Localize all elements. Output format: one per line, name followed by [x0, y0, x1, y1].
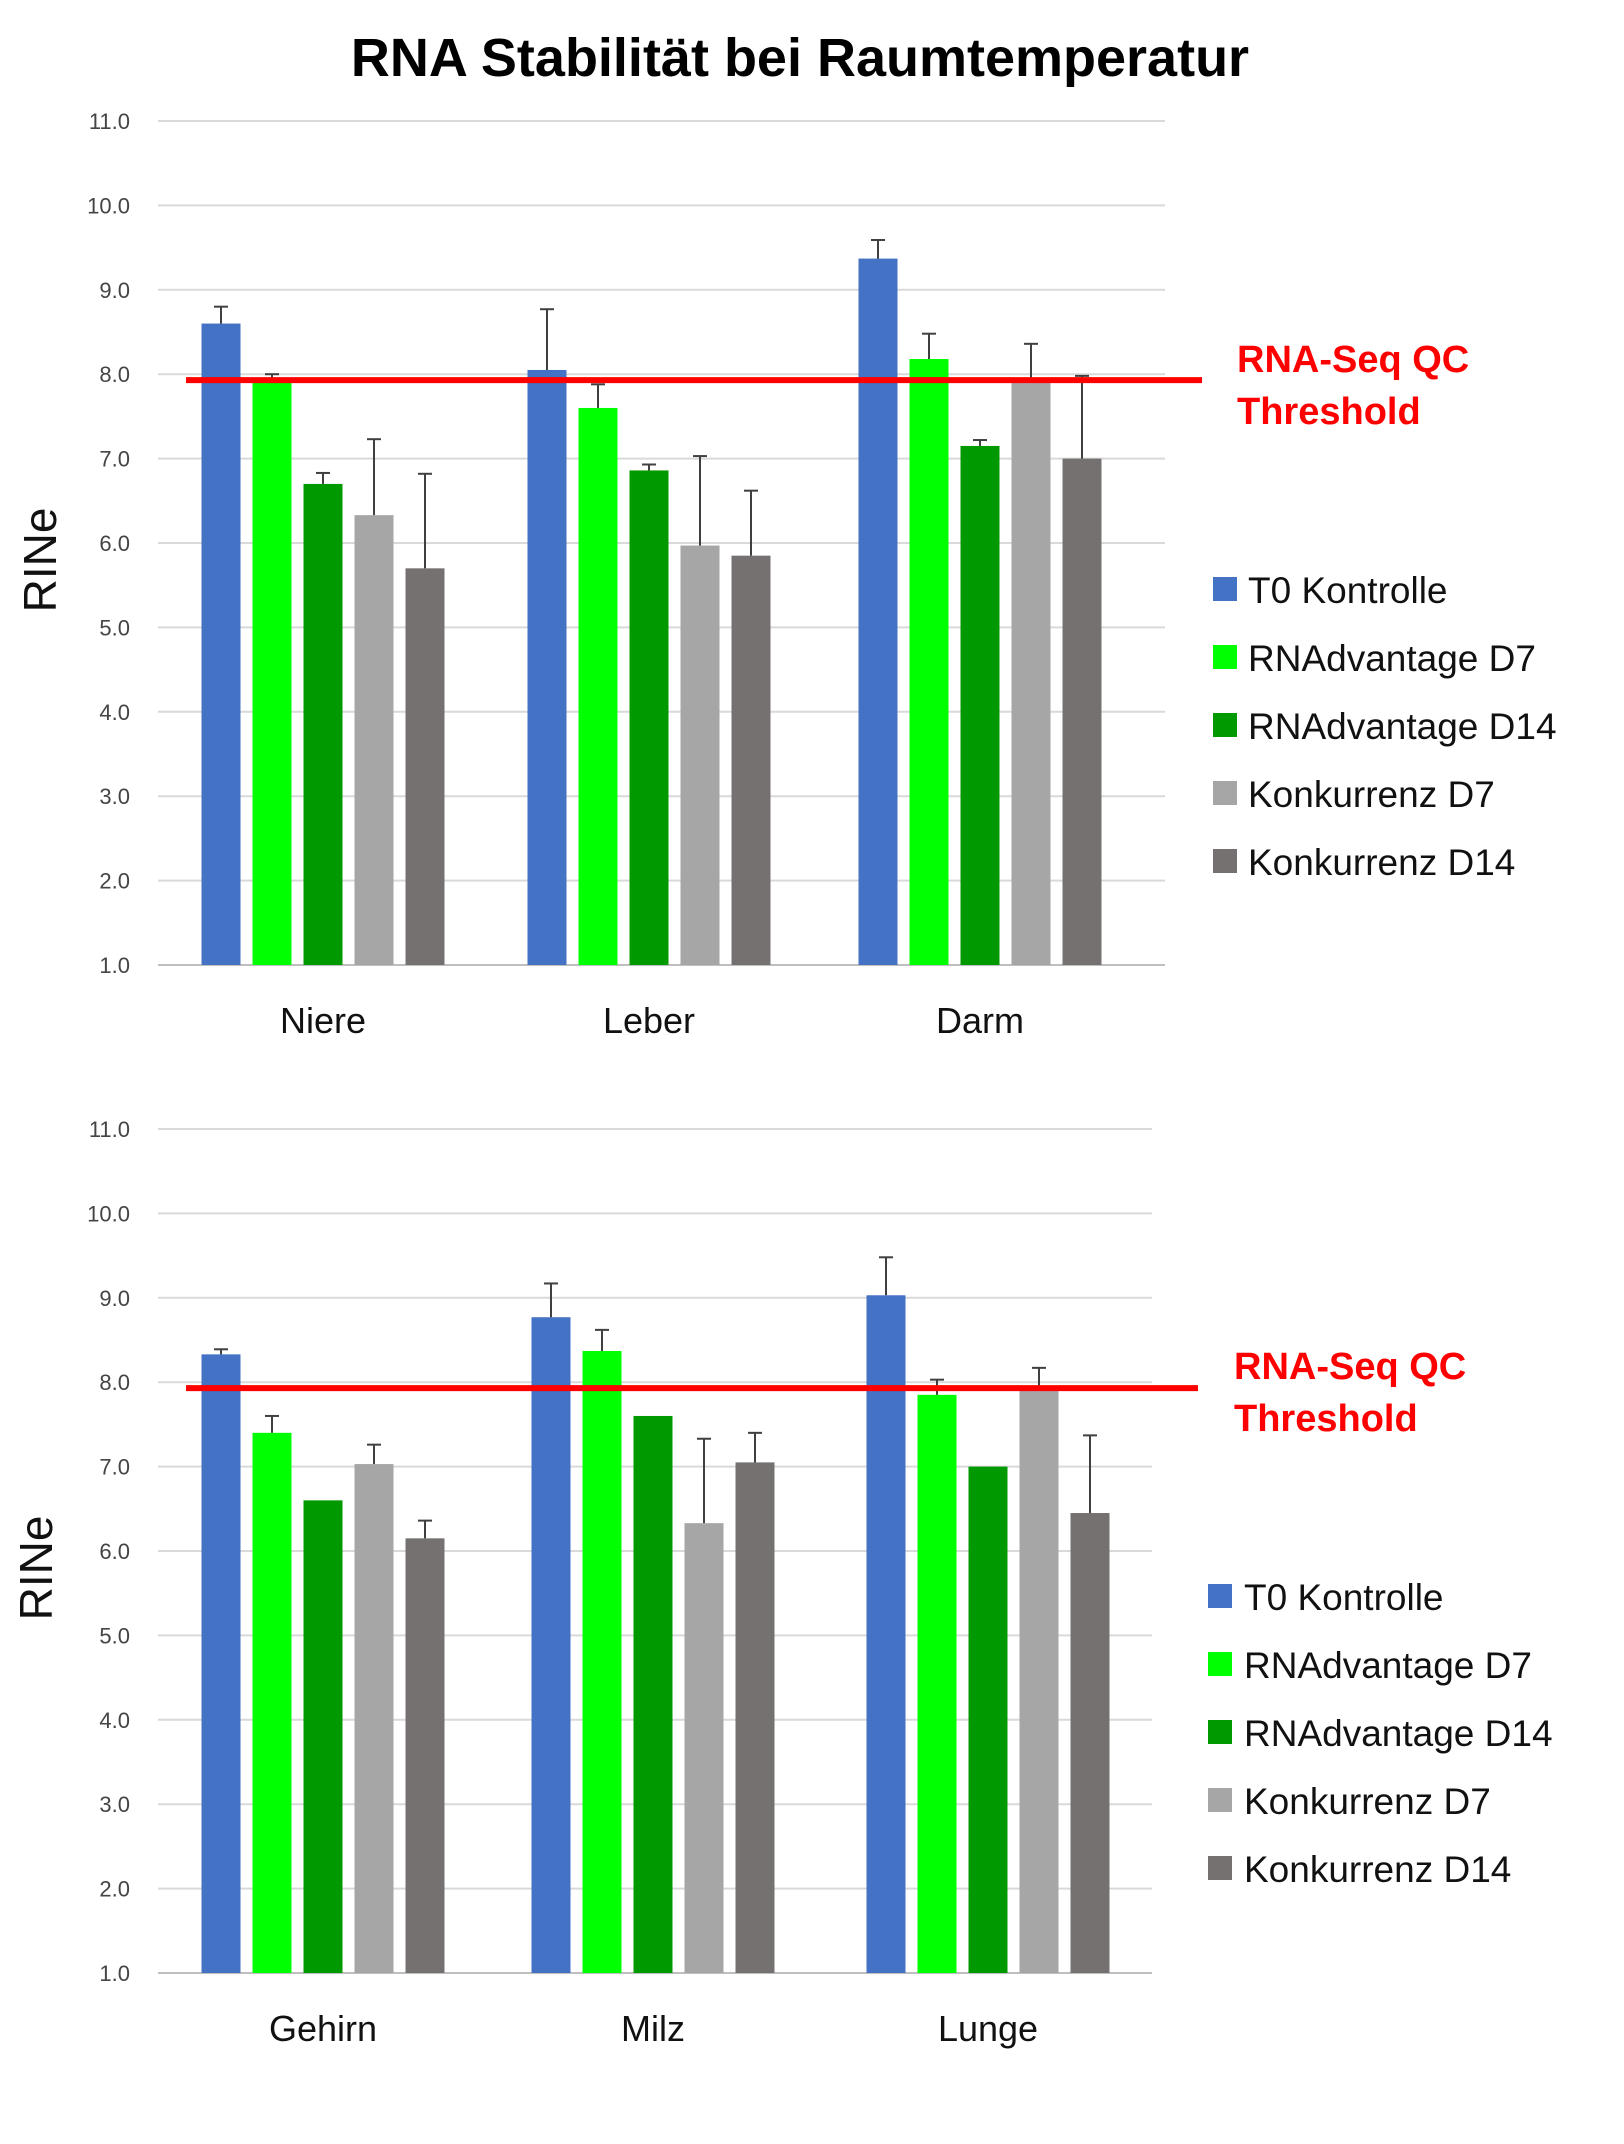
- chart-bottom: 1.0 2.0 3.0 4.0 5.0 6.0 7.0 8.0 9.0 10.0 11.0 RINe G…: [10, 1117, 1553, 2049]
- bar-milz-1: [582, 1350, 622, 1973]
- y-tick-label: 10.0: [87, 193, 130, 218]
- bar-lunge-3: [1019, 1390, 1059, 1973]
- y-tick-label: 5.0: [99, 1623, 130, 1648]
- legend-swatch: [1208, 1652, 1232, 1676]
- bar-niere-3: [354, 515, 394, 965]
- chart-top: 1.0 2.0 3.0 4.0 5.0 6.0 7.0 8.0 9.0 10.0 11.0 RINe N…: [14, 109, 1557, 1041]
- y-tick-label: 4.0: [99, 700, 130, 725]
- legend-swatch: [1213, 849, 1237, 873]
- category-label: Leber: [603, 1000, 695, 1041]
- bar-gehirn-1: [252, 1432, 292, 1973]
- bar-darm-4: [1062, 458, 1102, 965]
- legend-label: RNAdvantage D7: [1244, 1645, 1532, 1686]
- legend-swatch: [1208, 1720, 1232, 1744]
- legend-swatch: [1208, 1584, 1232, 1608]
- bar-lunge-0: [866, 1295, 906, 1973]
- legend-label: RNAdvantage D14: [1244, 1713, 1553, 1754]
- legend-label: T0 Kontrolle: [1248, 570, 1448, 611]
- bar-lunge-2: [968, 1466, 1008, 1973]
- bar-niere-2: [303, 483, 343, 965]
- y-tick-label: 4.0: [99, 1708, 130, 1733]
- legend-label: RNAdvantage D7: [1248, 638, 1536, 679]
- threshold-label-line1: RNA-Seq QC: [1237, 339, 1469, 381]
- legend-label: Konkurrenz D7: [1248, 774, 1495, 815]
- bar-niere-0: [201, 323, 241, 965]
- threshold-label-line1: RNA-Seq QC: [1234, 1346, 1466, 1388]
- bar-gehirn-2: [303, 1500, 343, 1973]
- y-axis-label: RINe: [14, 508, 66, 613]
- y-tick-label: 6.0: [99, 531, 130, 556]
- bar-lunge-1: [917, 1394, 957, 1973]
- legend-label: T0 Kontrolle: [1244, 1577, 1444, 1618]
- legend-swatch: [1213, 713, 1237, 737]
- legend-swatch: [1213, 645, 1237, 669]
- y-tick-label: 6.0: [99, 1539, 130, 1564]
- y-tick-label: 11.0: [89, 1117, 130, 1142]
- y-tick-label: 9.0: [99, 1286, 130, 1311]
- chart-title: RNA Stabilität bei Raumtemperatur: [351, 28, 1249, 88]
- y-tick-label: 3.0: [99, 1792, 130, 1817]
- y-tick-label: 11.0: [89, 109, 130, 134]
- y-tick-label: 1.0: [99, 953, 130, 978]
- bar-leber-0: [527, 369, 567, 966]
- category-label: Gehirn: [269, 2008, 377, 2049]
- bar-leber-1: [578, 407, 618, 966]
- y-tick-label: 3.0: [99, 784, 130, 809]
- threshold-label-line2: Threshold: [1234, 1398, 1418, 1440]
- y-tick-label: 1.0: [99, 1961, 130, 1986]
- y-tick-label: 5.0: [99, 615, 130, 640]
- y-tick-label: 2.0: [99, 1877, 130, 1902]
- legend-swatch: [1213, 577, 1237, 601]
- bar-milz-0: [531, 1317, 571, 1973]
- y-tick-label: 7.0: [99, 447, 130, 472]
- y-tick-label: 7.0: [99, 1455, 130, 1480]
- threshold-label-line2: Threshold: [1237, 391, 1421, 433]
- legend-swatch: [1213, 781, 1237, 805]
- bar-darm-0: [858, 258, 898, 965]
- legend-label: Konkurrenz D7: [1244, 1781, 1491, 1822]
- bar-darm-1: [909, 359, 949, 965]
- legend-label: Konkurrenz D14: [1244, 1849, 1511, 1890]
- bar-darm-2: [960, 445, 1000, 965]
- bar-niere-4: [405, 568, 445, 965]
- bar-gehirn-3: [354, 1464, 394, 1973]
- bar-leber-2: [629, 470, 669, 965]
- bar-lunge-4: [1070, 1513, 1110, 1973]
- legend-label: RNAdvantage D14: [1248, 706, 1557, 747]
- legend-swatch: [1208, 1788, 1232, 1812]
- y-tick-label: 8.0: [99, 362, 130, 387]
- bar-milz-3: [684, 1523, 724, 1973]
- legend-swatch: [1208, 1856, 1232, 1880]
- category-label: Darm: [936, 1000, 1024, 1041]
- category-label: Milz: [621, 2008, 685, 2049]
- bar-darm-3: [1011, 382, 1051, 965]
- bar-gehirn-4: [405, 1538, 445, 1973]
- bar-leber-3: [680, 545, 720, 965]
- bar-niere-1: [252, 380, 292, 965]
- bar-milz-4: [735, 1462, 775, 1973]
- y-axis-label: RINe: [10, 1516, 62, 1621]
- category-label: Lunge: [938, 2008, 1038, 2049]
- category-label: Niere: [280, 1000, 366, 1041]
- y-tick-label: 2.0: [99, 869, 130, 894]
- y-tick-label: 10.0: [87, 1201, 130, 1226]
- bar-gehirn-0: [201, 1354, 241, 1973]
- y-tick-label: 9.0: [99, 278, 130, 303]
- legend-label: Konkurrenz D14: [1248, 842, 1515, 883]
- bar-milz-2: [633, 1415, 673, 1973]
- y-tick-label: 8.0: [99, 1370, 130, 1395]
- bar-leber-4: [731, 555, 771, 965]
